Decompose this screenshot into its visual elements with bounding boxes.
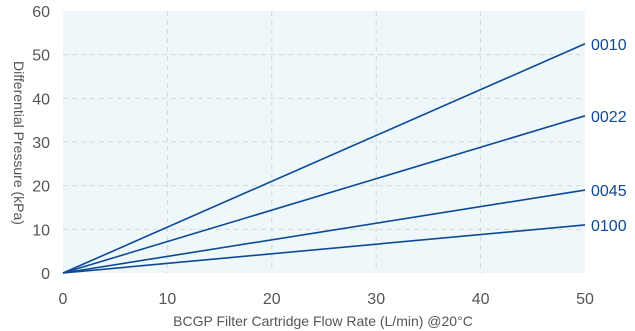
y-axis-label: Differential Pressure (kPa) <box>11 61 27 225</box>
y-tick-label: 30 <box>32 135 50 152</box>
series-label-0045: 0045 <box>591 183 627 200</box>
series-group <box>62 43 586 274</box>
y-tick-label: 0 <box>41 266 50 283</box>
x-tick-label: 10 <box>159 291 177 308</box>
x-tick-label: 50 <box>576 291 594 308</box>
y-tick-label: 20 <box>32 179 50 196</box>
series-label-0100: 0100 <box>591 218 627 235</box>
series-label-0022: 0022 <box>591 109 627 126</box>
x-tick-label: 20 <box>263 291 281 308</box>
x-tick-label: 30 <box>367 291 385 308</box>
x-axis-ticks: 0 10 20 30 40 50 <box>59 291 594 308</box>
y-tick-label: 50 <box>32 48 50 65</box>
series-label-0010: 0010 <box>591 37 627 54</box>
x-tick-label: 0 <box>59 291 68 308</box>
y-tick-label: 10 <box>32 222 50 239</box>
series-line-0045 <box>62 189 586 274</box>
grid-lines <box>63 11 585 273</box>
y-tick-label: 40 <box>32 91 50 108</box>
y-axis-ticks: 0 10 20 30 40 50 60 <box>32 4 50 283</box>
x-axis-label: BCGP Filter Cartridge Flow Rate (L/min) … <box>173 313 473 329</box>
x-tick-label: 40 <box>472 291 490 308</box>
series-line-0022 <box>62 115 586 274</box>
series-labels: 0010 0022 0045 0100 <box>591 37 627 235</box>
y-tick-label: 60 <box>32 4 50 21</box>
series-line-0010 <box>62 43 586 274</box>
series-line-0100 <box>62 224 586 274</box>
